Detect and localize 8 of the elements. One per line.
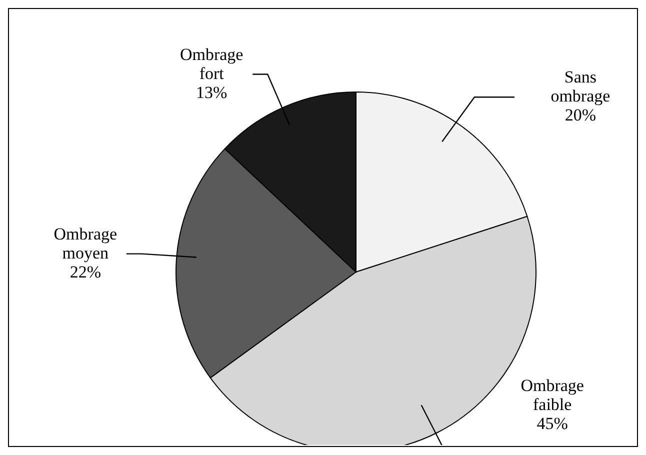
data-label: 13%	[196, 82, 228, 102]
data-label: 22%	[70, 262, 101, 282]
slice-label: Ombrage faible	[520, 376, 584, 414]
slice-label: Ombrage moyen	[54, 224, 118, 262]
slice-label: Sans ombrage	[550, 68, 610, 106]
data-label: 45%	[536, 414, 568, 433]
data-label: 20%	[564, 106, 596, 125]
slice-label: Ombrage fort	[180, 44, 244, 83]
